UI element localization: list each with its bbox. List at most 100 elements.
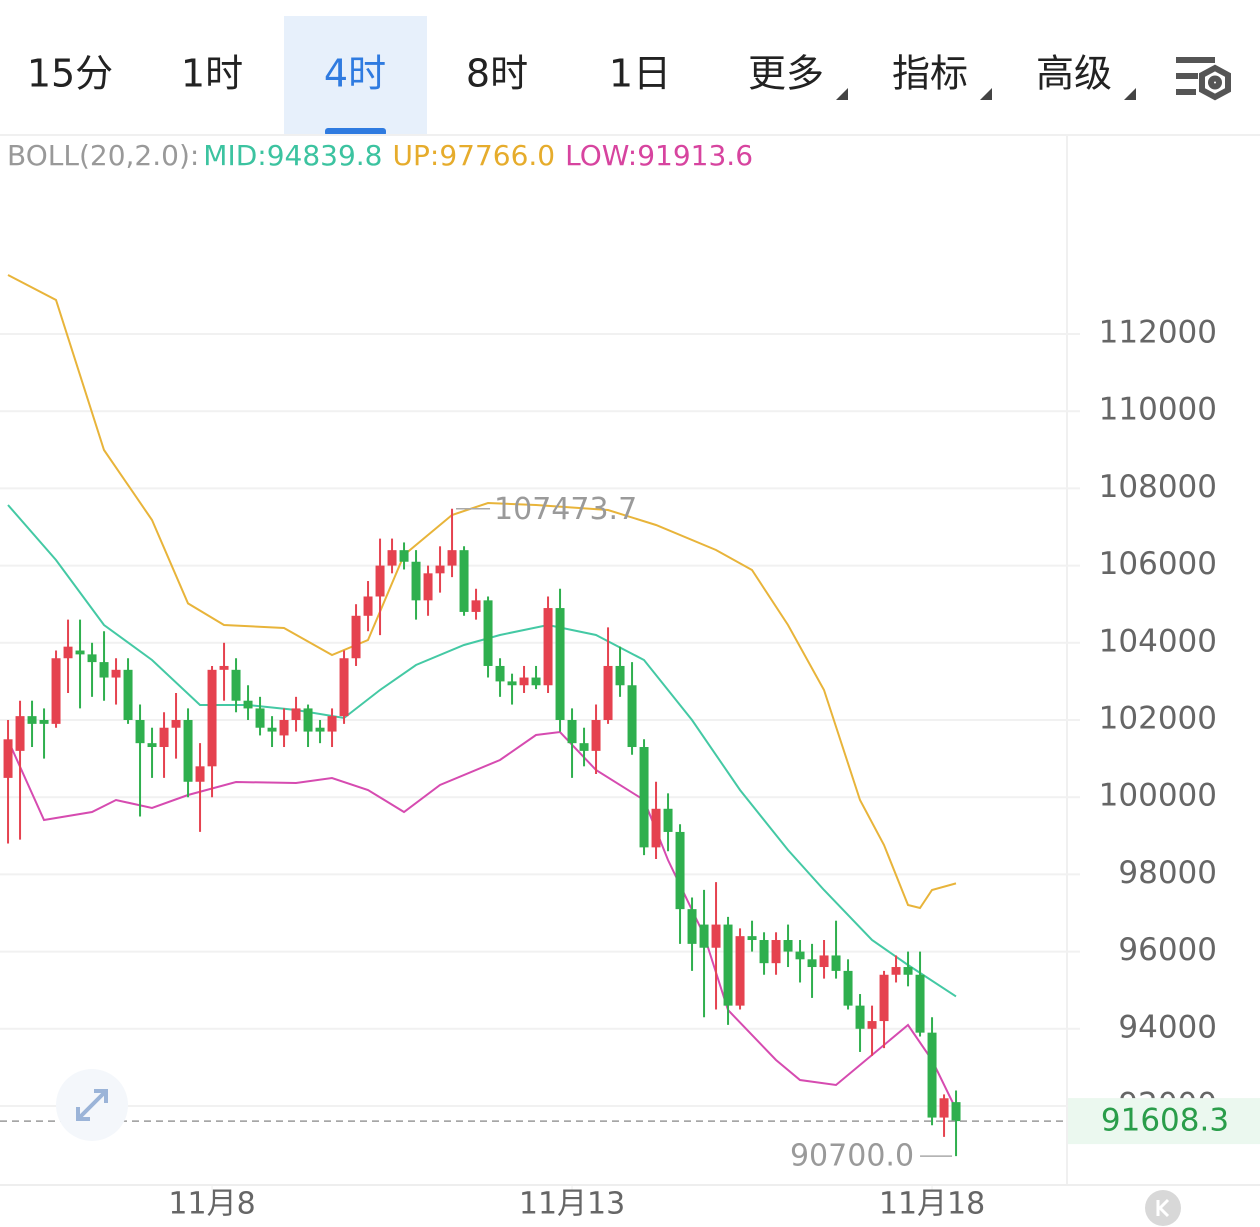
candle [63, 619, 73, 693]
candle-body [819, 955, 829, 968]
tab[interactable]: 高级 [1036, 52, 1112, 96]
candle [207, 665, 217, 798]
x-tick-label: 11月8 [168, 1187, 255, 1222]
candle [351, 604, 361, 666]
button-bg [1145, 1190, 1181, 1226]
candle-body [459, 550, 469, 612]
tab[interactable]: 1时 [181, 52, 243, 96]
candle [855, 994, 865, 1052]
candle [411, 550, 421, 620]
k-icon [1156, 1198, 1170, 1218]
candle-body [687, 909, 697, 944]
candle [735, 928, 745, 1010]
last-price-label: 91608.3 [1101, 1103, 1229, 1139]
tab-label: 4时 [324, 52, 386, 96]
indicator-header: BOLL(20,2.0): MID:94839.8 UP:97766.0 LOW:91… [7, 139, 753, 172]
candle [903, 951, 913, 987]
candle [807, 943, 817, 998]
candle-body [699, 924, 709, 948]
candle-body [951, 1102, 961, 1122]
candle-body [855, 1005, 865, 1029]
candle [927, 1017, 937, 1126]
candle-body [495, 665, 505, 682]
tab[interactable]: 1日 [609, 52, 671, 96]
tab[interactable]: 指标 [892, 52, 968, 96]
candle-body [63, 646, 73, 659]
candle [663, 793, 673, 852]
indicator-value: MID:94839.8 [203, 139, 382, 172]
candle-body [255, 708, 265, 728]
candle [3, 719, 13, 844]
indicator-value: LOW:91913.6 [565, 139, 753, 172]
candle-body [939, 1098, 949, 1118]
candle-body [915, 974, 925, 1033]
candle-body [843, 970, 853, 1006]
candle-body [159, 727, 169, 748]
candle-body [651, 808, 661, 848]
candle-body [867, 1021, 877, 1029]
candle-body [735, 936, 745, 1006]
tab-label: 高级 [1036, 52, 1112, 96]
tab[interactable]: 8时 [466, 52, 528, 96]
candle-body [363, 596, 373, 616]
candle [399, 542, 409, 570]
candle-body [543, 608, 553, 686]
candle-body [591, 719, 601, 751]
candle [867, 1005, 877, 1056]
candle [123, 658, 133, 724]
x-tick-label: 11月18 [879, 1187, 985, 1222]
candle-body [219, 665, 229, 670]
icon-gear-hole [1208, 75, 1222, 90]
candle [939, 1094, 949, 1137]
expand-button[interactable] [56, 1069, 128, 1141]
candle [147, 727, 157, 778]
candle [831, 920, 841, 979]
tab[interactable]: 15分 [27, 52, 113, 96]
candle-body [507, 681, 517, 686]
candle [891, 955, 901, 983]
candle [915, 951, 925, 1037]
candle-body [927, 1032, 937, 1118]
tab[interactable]: 更多 [748, 52, 824, 96]
candle-body [315, 727, 325, 732]
y-tick-label: 98000 [1118, 855, 1217, 891]
candle [423, 565, 433, 616]
candle [339, 650, 349, 724]
y-tick-label: 100000 [1099, 778, 1217, 814]
candle-body [567, 719, 577, 744]
low-label: 90700.0 [790, 1139, 914, 1174]
indicator-value: UP:97766.0 [393, 139, 556, 172]
candle-body [291, 708, 301, 720]
tab[interactable]: 4时 [284, 16, 427, 136]
y-tick-label: 94000 [1118, 1009, 1217, 1045]
band-line [7, 274, 957, 910]
candle [495, 658, 505, 697]
candle-body [303, 708, 313, 732]
candle [639, 739, 649, 856]
settings-icon[interactable] [1176, 57, 1231, 101]
candle-body [171, 719, 181, 728]
candle-body [39, 719, 49, 724]
candle [315, 719, 325, 744]
candle-body [399, 550, 409, 562]
candle [387, 538, 397, 574]
tab-label: 8时 [466, 52, 528, 96]
candle-body [99, 662, 109, 678]
y-tick-label: 104000 [1099, 623, 1217, 659]
candle [135, 704, 145, 817]
candle [75, 619, 85, 709]
candle-body [423, 573, 433, 601]
candle [783, 924, 793, 968]
k-button[interactable] [1145, 1190, 1181, 1226]
candle [231, 658, 241, 713]
tab-highlight [284, 16, 427, 135]
candle-body [3, 739, 13, 778]
candle-body [351, 615, 361, 659]
candle-body [339, 658, 349, 717]
expand-icon [76, 1089, 108, 1121]
candle [159, 712, 169, 778]
candle [687, 897, 697, 971]
candle [507, 673, 517, 705]
candle [759, 932, 769, 975]
